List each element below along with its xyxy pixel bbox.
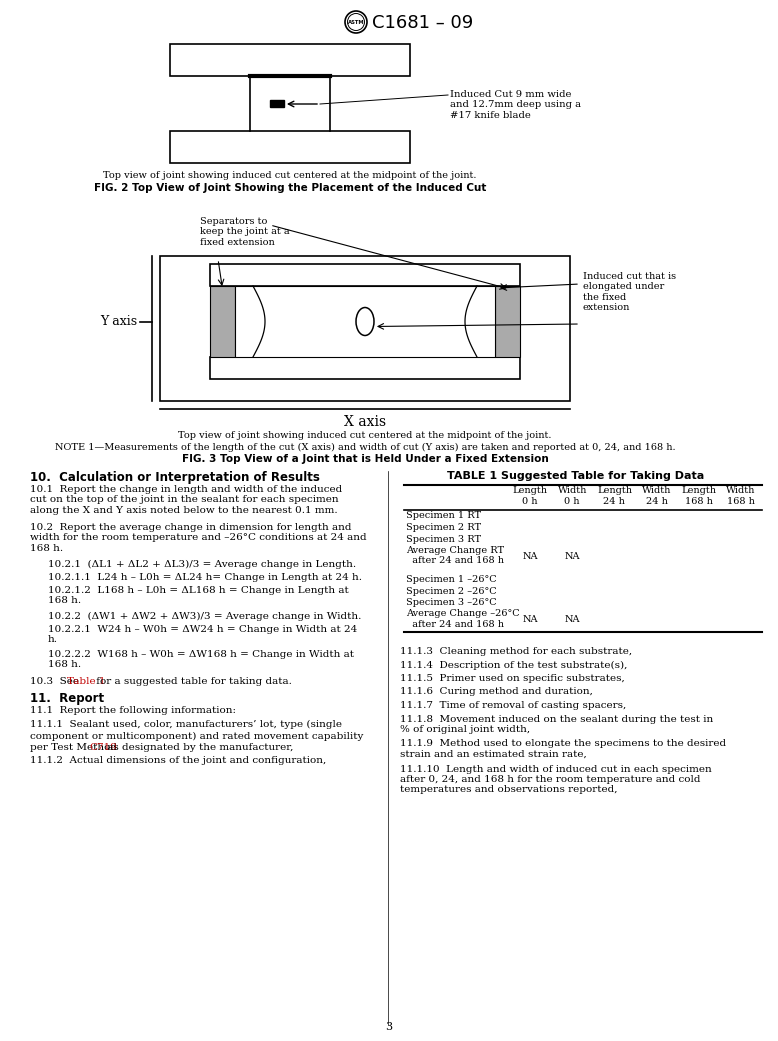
Text: NA: NA [565,615,580,625]
Text: 11.  Report: 11. Report [30,692,104,705]
Text: 10.2.1.1  L24 h – L0h = ΔL24 h= Change in Length at 24 h.: 10.2.1.1 L24 h – L0h = ΔL24 h= Change in… [48,573,362,582]
Text: NA: NA [522,552,538,561]
Text: 11.1.7  Time of removal of casting spacers,: 11.1.7 Time of removal of casting spacer… [400,701,626,710]
Text: Induced cut that is
elongated under
the fixed
extension: Induced cut that is elongated under the … [583,272,676,312]
Text: for a suggested table for taking data.: for a suggested table for taking data. [93,677,292,686]
Text: 3: 3 [385,1022,393,1032]
Text: 10.2.2  (ΔW1 + ΔW2 + ΔW3)/3 = Average change in Width.: 10.2.2 (ΔW1 + ΔW2 + ΔW3)/3 = Average cha… [48,611,361,620]
Text: FIG. 3 Top View of a Joint that is Held Under a Fixed Extension: FIG. 3 Top View of a Joint that is Held … [181,454,548,464]
Text: per Test Method: per Test Method [30,743,121,752]
Text: Length: Length [513,486,548,496]
Text: Length: Length [682,486,717,496]
Text: 10.2.2.1  W24 h – W0h = ΔW24 h = Change in Width at 24
h.: 10.2.2.1 W24 h – W0h = ΔW24 h = Change i… [48,625,357,644]
Text: Induced Cut 9 mm wide
and 12.7mm deep using a
#17 knife blade: Induced Cut 9 mm wide and 12.7mm deep us… [450,90,581,120]
Text: Specimen 2 RT: Specimen 2 RT [406,523,481,532]
Text: as designated by the manufacturer,: as designated by the manufacturer, [104,743,294,752]
Bar [235,286,495,357]
Text: 0 h: 0 h [565,498,580,507]
Bar [160,256,570,401]
Text: 11.1.10  Length and width of induced cut in each specimen
after 0, 24, and 168 h: 11.1.10 Length and width of induced cut … [400,764,712,794]
Text: 11.1.5  Primer used on specific substrates,: 11.1.5 Primer used on specific substrate… [400,674,625,683]
Text: NA: NA [565,552,580,561]
Text: 10.2.1  (ΔL1 + ΔL2 + ΔL3)/3 = Average change in Length.: 10.2.1 (ΔL1 + ΔL2 + ΔL3)/3 = Average cha… [48,560,356,569]
Text: Specimen 3 –26°C: Specimen 3 –26°C [406,598,496,607]
Text: Separators to
keep the joint at a
fixed extension: Separators to keep the joint at a fixed … [200,217,289,247]
Text: 24 h: 24 h [646,498,668,507]
Text: Width: Width [726,486,755,496]
Text: 0 h: 0 h [522,498,538,507]
Text: Length: Length [597,486,632,496]
Text: Specimen 1 –26°C: Specimen 1 –26°C [406,575,496,584]
Bar [495,286,520,357]
Text: Y axis: Y axis [100,315,137,328]
Text: ASTM: ASTM [348,21,364,25]
Text: 168 h: 168 h [685,498,713,507]
Text: TABLE 1 Suggested Table for Taking Data: TABLE 1 Suggested Table for Taking Data [447,471,705,481]
Bar [210,357,520,379]
Text: 24 h: 24 h [604,498,626,507]
Text: 11.1  Report the following information:: 11.1 Report the following information: [30,706,236,715]
Text: Width: Width [558,486,587,496]
Text: 11.1.3  Cleaning method for each substrate,: 11.1.3 Cleaning method for each substrat… [400,648,632,656]
Text: 10.  Calculation or Interpretation of Results: 10. Calculation or Interpretation of Res… [30,471,320,484]
Text: 11.1.1  Sealant used, color, manufacturers’ lot, type (single: 11.1.1 Sealant used, color, manufacturer… [30,720,342,729]
Bar [210,286,235,357]
Text: C719: C719 [89,743,117,752]
Circle shape [345,11,367,33]
Bar [210,264,520,286]
Text: Specimen 1 RT: Specimen 1 RT [406,511,481,520]
Text: 10.2  Report the average change in dimension for length and
width for the room t: 10.2 Report the average change in dimens… [30,523,366,553]
Text: X axis: X axis [344,415,386,429]
Text: Average Change RT
  after 24 and 168 h: Average Change RT after 24 and 168 h [406,545,504,565]
Text: component or multicomponent) and rated movement capability: component or multicomponent) and rated m… [30,732,363,740]
Text: NOTE 1—Measurements of the length of the cut (X axis) and width of cut (Y axis) : NOTE 1—Measurements of the length of the… [54,443,675,452]
Text: NA: NA [522,615,538,625]
Text: 11.1.9  Method used to elongate the specimens to the desired
strain and an estim: 11.1.9 Method used to elongate the speci… [400,739,726,759]
Text: Table 1: Table 1 [67,677,106,686]
Text: 11.1.8  Movement induced on the sealant during the test in
% of original joint w: 11.1.8 Movement induced on the sealant d… [400,714,713,734]
Text: 10.3  See: 10.3 See [30,677,82,686]
Text: Specimen 2 –26°C: Specimen 2 –26°C [406,586,496,595]
Text: FIG. 2 Top View of Joint Showing the Placement of the Induced Cut: FIG. 2 Top View of Joint Showing the Pla… [94,183,486,193]
Text: Top view of joint showing induced cut centered at the midpoint of the joint.: Top view of joint showing induced cut ce… [178,431,552,440]
Text: Top view of joint showing induced cut centered at the midpoint of the joint.: Top view of joint showing induced cut ce… [103,171,477,180]
Text: 10.2.1.2  L168 h – L0h = ΔL168 h = Change in Length at
168 h.: 10.2.1.2 L168 h – L0h = ΔL168 h = Change… [48,586,349,606]
Text: Average Change –26°C
  after 24 and 168 h: Average Change –26°C after 24 and 168 h [406,609,520,629]
Text: 10.2.2.2  W168 h – W0h = ΔW168 h = Change in Width at
168 h.: 10.2.2.2 W168 h – W0h = ΔW168 h = Change… [48,650,354,669]
Bar [170,44,410,76]
Bar [270,100,284,107]
Text: Specimen 3 RT: Specimen 3 RT [406,534,481,543]
Text: 168 h: 168 h [727,498,755,507]
Text: 11.1.2  Actual dimensions of the joint and configuration,: 11.1.2 Actual dimensions of the joint an… [30,756,326,765]
Text: 11.1.4  Description of the test substrate(s),: 11.1.4 Description of the test substrate… [400,660,627,669]
Text: 10.1  Report the change in length and width of the induced
cut on the top of the: 10.1 Report the change in length and wid… [30,485,342,515]
Text: 11.1.6  Curing method and duration,: 11.1.6 Curing method and duration, [400,687,593,696]
Text: C1681 – 09: C1681 – 09 [372,14,473,32]
Text: Width: Width [642,486,671,496]
Bar [170,131,410,163]
